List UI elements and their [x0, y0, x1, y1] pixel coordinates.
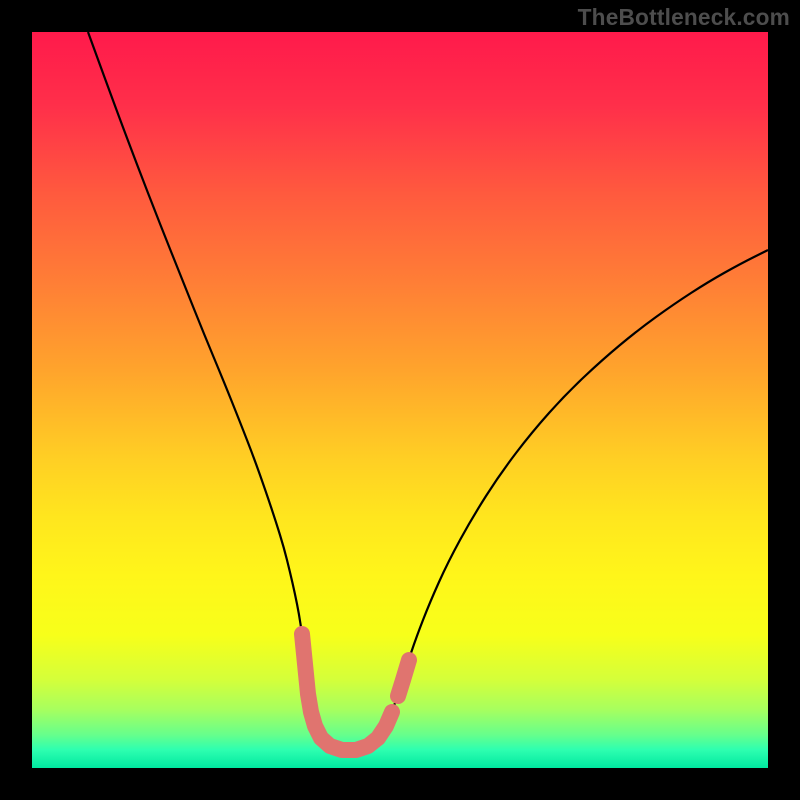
watermark-text: TheBottleneck.com [578, 4, 790, 31]
curve-layer [32, 32, 768, 768]
chart-container: TheBottleneck.com [0, 0, 800, 800]
bottleneck-curve [88, 32, 768, 750]
highlight-segment-0 [302, 634, 392, 750]
highlight-segment-1 [398, 660, 409, 696]
plot-area [32, 32, 768, 768]
